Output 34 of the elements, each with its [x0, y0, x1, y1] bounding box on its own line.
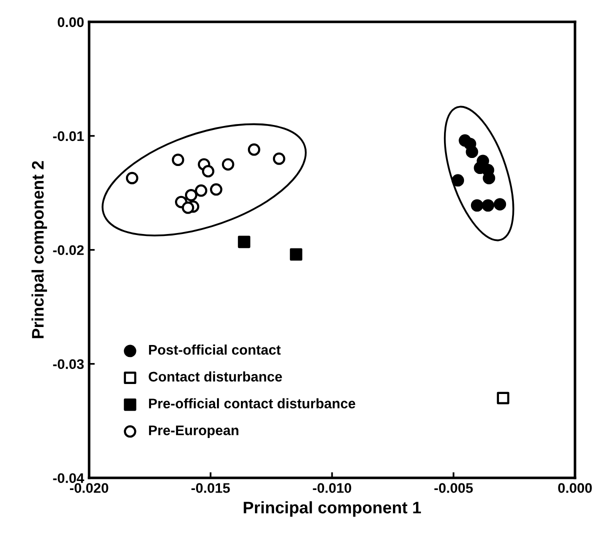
- y-axis-title: Principal component 2: [31, 161, 48, 338]
- point: [126, 172, 138, 184]
- y-tick-label: -0.04: [53, 473, 84, 484]
- point: [466, 146, 478, 158]
- x-tick-label: 0.000: [558, 483, 592, 493]
- y-tick-label: -0.01: [53, 131, 84, 142]
- x-tick-label: -0.020: [70, 483, 108, 493]
- point: [470, 199, 484, 212]
- legend-label: Contact disturbance: [148, 371, 282, 382]
- legend-label: Pre-official contact disturbance: [149, 398, 356, 408]
- point: [202, 165, 214, 178]
- y-tick-label: -0.03: [53, 359, 84, 370]
- point: [290, 248, 302, 261]
- x-axis-title: Principal component 1: [244, 501, 421, 517]
- y-tick-label: -0.02: [53, 245, 84, 256]
- point: [182, 202, 194, 214]
- point: [248, 143, 260, 156]
- point: [496, 392, 510, 404]
- legend-label: Pre-European: [149, 426, 238, 438]
- point: [210, 183, 222, 196]
- point: [222, 158, 234, 171]
- x-tick-label: -0.015: [191, 483, 230, 493]
- x-tick-label: -0.005: [434, 483, 473, 493]
- point: [494, 198, 506, 210]
- point: [172, 154, 184, 166]
- point: [272, 152, 286, 165]
- point: [238, 236, 250, 248]
- legend-label: Post-official contact: [149, 344, 281, 355]
- point: [194, 184, 208, 197]
- point: [184, 188, 198, 202]
- y-tick-label: 0.00: [58, 17, 84, 28]
- point: [452, 174, 464, 187]
- point: [482, 199, 494, 212]
- x-tick-label: -0.010: [312, 483, 352, 493]
